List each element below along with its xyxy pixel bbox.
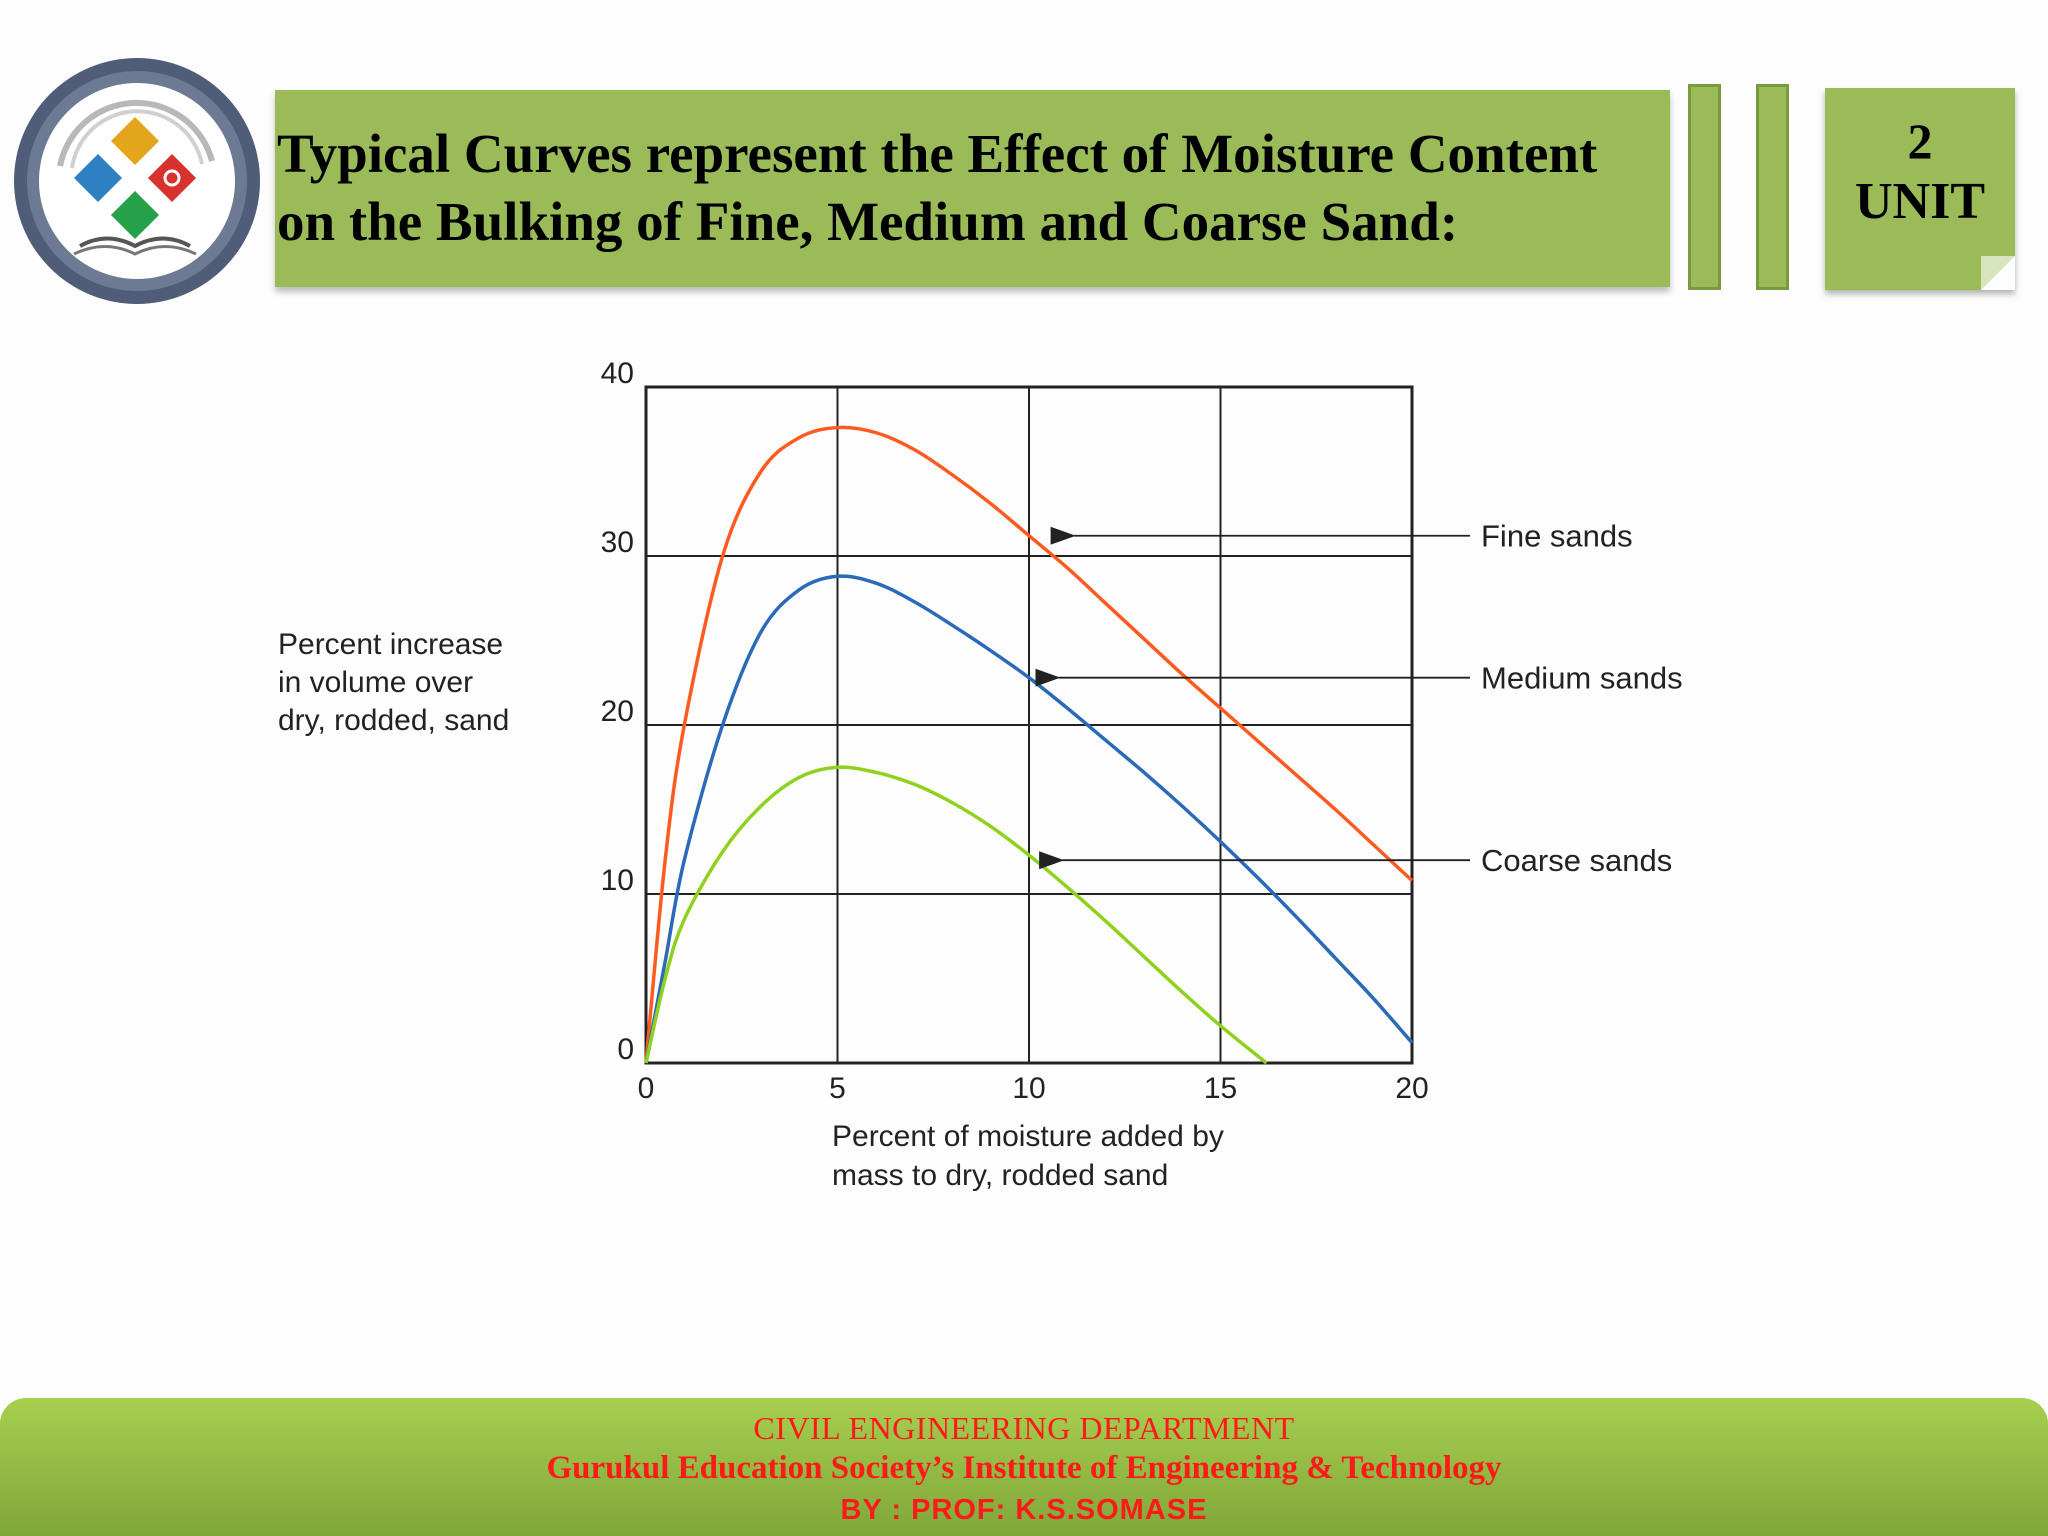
- plot-frame: [644, 385, 1414, 1065]
- footer-bar: [0, 1398, 2048, 1536]
- slide-title: Typical Curves represent the Effect of M…: [277, 120, 1672, 256]
- x-tick-label: 10: [1012, 1072, 1045, 1105]
- unit-box: [1825, 88, 2015, 290]
- y-axis-label-line: Percent increase: [278, 628, 503, 661]
- x-tick-label: 5: [829, 1072, 846, 1105]
- footer-department: CIVIL ENGINEERING DEPARTMENT: [753, 1410, 1295, 1446]
- y-tick-label: 0: [617, 1033, 634, 1066]
- annotation-label: Medium sands: [1481, 661, 1683, 696]
- y-axis-label-line: dry, rodded, sand: [278, 704, 509, 737]
- y-tick-label: 20: [601, 695, 634, 728]
- x-tick-label: 15: [1204, 1072, 1237, 1105]
- x-tick-label: 20: [1395, 1072, 1428, 1105]
- footer-author: BY : PROF: K.S.SOMASE: [840, 1494, 1208, 1526]
- unit-number: 2: [1907, 113, 1933, 169]
- annotation-label: Fine sands: [1481, 519, 1633, 554]
- y-tick-label: 30: [601, 526, 634, 559]
- decorative-bar-right: [1756, 84, 1789, 290]
- unit-label: UNIT: [1854, 173, 1986, 230]
- title-banner: [275, 90, 1670, 287]
- y-tick-label: 40: [601, 357, 634, 390]
- title-line-1: Typical Curves represent the Effect of M…: [277, 123, 1598, 184]
- footer-institute: Gurukul Education Society’s Institute of…: [546, 1450, 1502, 1486]
- series-line-coarse-sands: [644, 765, 1268, 1065]
- decorative-bar-left: [1688, 84, 1721, 290]
- page-fold-corner: [1981, 256, 2015, 290]
- x-tick-label: 0: [638, 1072, 655, 1105]
- annotation-label: Coarse sands: [1481, 843, 1672, 878]
- y-tick-label: 10: [601, 864, 634, 897]
- x-axis-label-line: mass to dry, rodded sand: [832, 1159, 1168, 1192]
- institute-logo: [14, 58, 260, 304]
- y-axis-label-line: in volume over: [278, 666, 473, 699]
- series-line-fine-sands: [644, 425, 1414, 1064]
- title-line-2: on the Bulking of Fine, Medium and Coars…: [277, 191, 1459, 252]
- x-axis-label-line: Percent of moisture added by: [832, 1120, 1224, 1153]
- series-line-medium-sands: [644, 574, 1414, 1064]
